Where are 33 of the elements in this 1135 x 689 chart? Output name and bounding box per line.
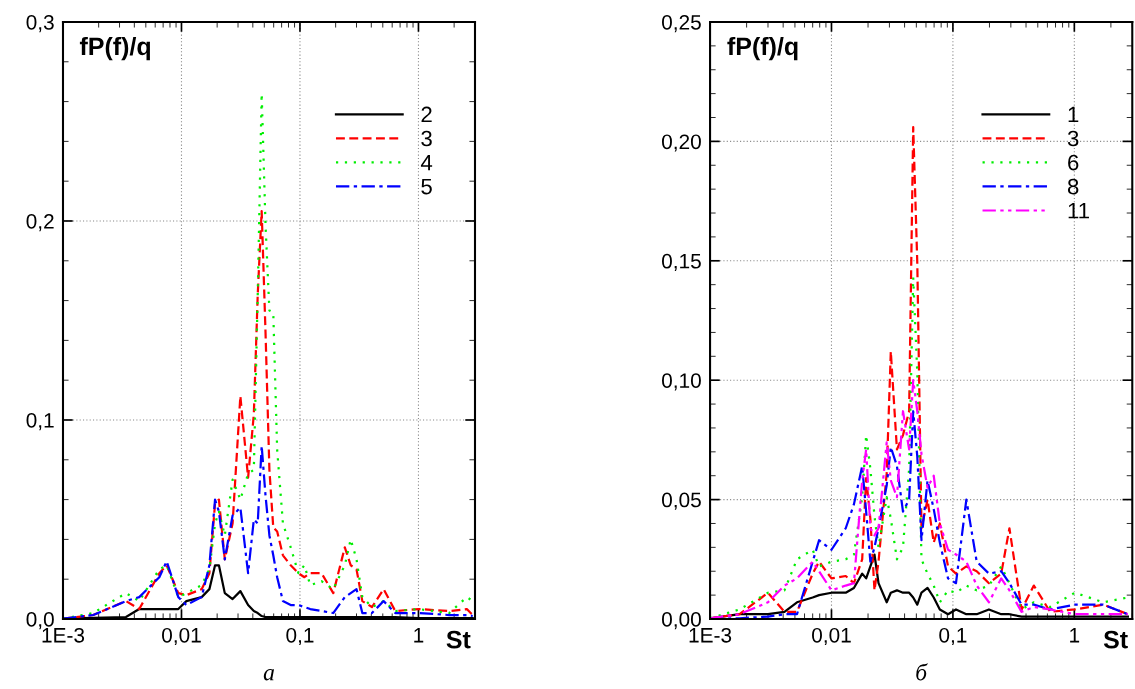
x-axis-title: St [1103,630,1128,649]
legend-label: 6 [1068,154,1079,171]
x-tick-label: 1 [414,628,424,643]
legend-label: 1 [1068,106,1079,123]
x-axis-title: St [446,630,471,649]
y-axis-title: fP(f)/q [727,36,798,61]
legend-label: 3 [1067,130,1079,147]
x-tick-label: 1E-3 [42,627,85,643]
legend-label: 3 [421,130,432,147]
legend-label: 8 [1067,178,1079,195]
legend-label: 11 [1068,203,1089,219]
text: б [916,663,928,681]
y-tick-label: 0,2 [26,213,54,232]
x-tick-label: 0,01 [162,627,201,646]
legend-label: 4 [420,154,433,171]
y-tick-label: 0,15 [661,253,701,271]
y-tick-label: 0,0 [26,612,54,630]
text: а [263,669,275,681]
y-tick-label: 0,20 [661,134,701,152]
y-tick-label: 0,05 [661,492,701,510]
x-tick-label: 0,1 [939,627,967,646]
legend-label: 5 [421,178,432,195]
legend-label: 2 [421,106,432,123]
x-tick-label: 1E-3 [689,627,732,643]
y-tick-label: 0,25 [661,14,701,33]
x-tick-label: 1 [1070,628,1080,643]
y-tick-label: 0,3 [26,14,54,33]
y-tick-label: 0,1 [26,412,54,431]
x-tick-label: 0,1 [286,627,314,646]
x-tick-label: 0,01 [812,627,851,646]
y-tick-label: 0,10 [661,373,701,391]
y-axis-title: fP(f)/q [79,36,150,61]
y-tick-label: 0,00 [661,612,701,630]
